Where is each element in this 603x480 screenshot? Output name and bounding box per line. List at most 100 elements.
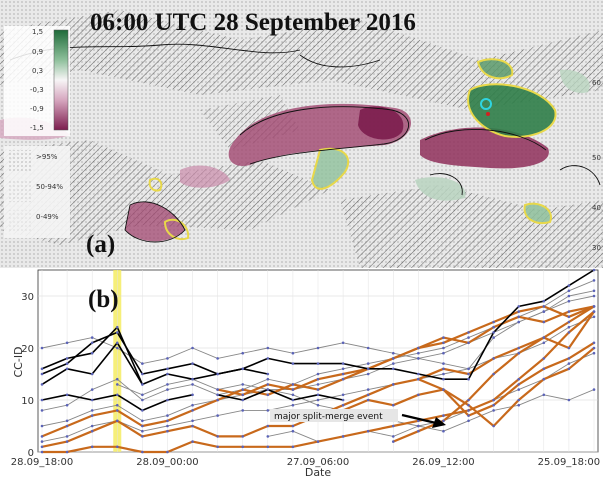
data-point [492, 320, 495, 324]
data-point [341, 398, 345, 402]
y-tick-label: 0 [28, 448, 34, 459]
data-point [567, 284, 571, 287]
data-point [191, 424, 194, 428]
data-point [492, 409, 495, 412]
data-point [542, 336, 546, 339]
data-point [517, 403, 521, 407]
data-point [166, 372, 169, 376]
series-line-main [41, 326, 268, 386]
data-point [40, 367, 44, 371]
data-point [90, 409, 94, 412]
data-point [115, 383, 119, 386]
data-point [316, 377, 320, 381]
data-point [542, 393, 546, 397]
data-point [266, 357, 270, 360]
data-point [391, 362, 395, 365]
data-point [191, 346, 194, 350]
data-point [517, 351, 521, 355]
data-point [216, 398, 219, 402]
series-line-split [217, 305, 595, 396]
data-point [40, 346, 44, 350]
x-tick-label: 25.09_18:00 [538, 457, 600, 468]
data-point [191, 409, 194, 412]
data-point [417, 429, 420, 433]
series-line-main [217, 388, 344, 401]
data-point [166, 388, 169, 391]
data-point [341, 393, 345, 397]
data-point [266, 445, 270, 449]
timeline-panel: 0 10 20 30 28.09_18:00 28.09_00:00 27.09_06:0… [0, 268, 603, 480]
data-point [115, 377, 119, 381]
data-point [592, 294, 596, 298]
data-point [567, 346, 571, 350]
data-point [90, 388, 94, 391]
data-point [241, 351, 245, 355]
data-point [191, 362, 194, 365]
data-point [592, 341, 596, 345]
data-point [542, 367, 546, 371]
data-point [65, 393, 69, 397]
data-point [291, 424, 295, 428]
data-point [492, 331, 495, 334]
data-point [291, 362, 295, 365]
data-point [567, 289, 571, 293]
data-point [141, 398, 144, 402]
lat-tick-label: 30 [592, 244, 601, 252]
data-point [592, 310, 596, 313]
data-point [567, 310, 571, 313]
y-tick-label: 30 [21, 292, 34, 303]
data-point [366, 429, 370, 433]
data-point [241, 367, 245, 371]
data-point [316, 398, 320, 402]
data-point [366, 388, 370, 391]
data-point [40, 450, 44, 454]
data-point [241, 388, 245, 391]
data-point [241, 393, 245, 397]
data-point [166, 419, 169, 423]
data-point [115, 419, 119, 423]
data-point [442, 351, 445, 355]
data-point [141, 383, 144, 386]
data-point [567, 357, 571, 360]
data-point [65, 450, 69, 454]
data-point [366, 398, 370, 402]
data-point [542, 341, 546, 345]
data-point [467, 403, 470, 407]
data-point [90, 398, 94, 402]
data-point [40, 398, 44, 402]
data-point [567, 294, 571, 298]
y-tick-label: 20 [21, 344, 34, 355]
data-point [592, 289, 596, 293]
data-point [90, 336, 94, 339]
data-point [115, 393, 119, 397]
colorbar-tick: 0,3 [32, 67, 43, 75]
data-point [191, 383, 194, 386]
data-point [266, 435, 270, 438]
data-point [166, 357, 169, 360]
y-tick-label: 10 [21, 396, 34, 407]
annotation: major split-merge event [270, 409, 446, 428]
data-point [467, 377, 470, 381]
map-hatched-regions [0, 10, 603, 268]
map-title: 06:00 UTC 28 September 2016 [90, 9, 416, 36]
data-point [316, 403, 320, 407]
x-axis: 28.09_18:00 28.09_00:00 27.09_06:00 26.09_1… [11, 457, 600, 468]
data-point [592, 279, 596, 282]
data-point [115, 325, 119, 329]
data-point [341, 372, 345, 376]
data-point [65, 440, 69, 443]
data-point [391, 440, 395, 443]
data-point [391, 403, 395, 407]
data-point [442, 388, 445, 391]
data-point [366, 346, 370, 350]
data-point [467, 331, 470, 334]
data-point [391, 424, 395, 428]
data-point [316, 393, 320, 397]
data-point [115, 403, 119, 407]
map-panel-label: (a) [86, 231, 115, 258]
data-point [216, 372, 219, 376]
data-point [467, 398, 470, 402]
data-point [567, 367, 571, 371]
data-point [90, 445, 94, 449]
